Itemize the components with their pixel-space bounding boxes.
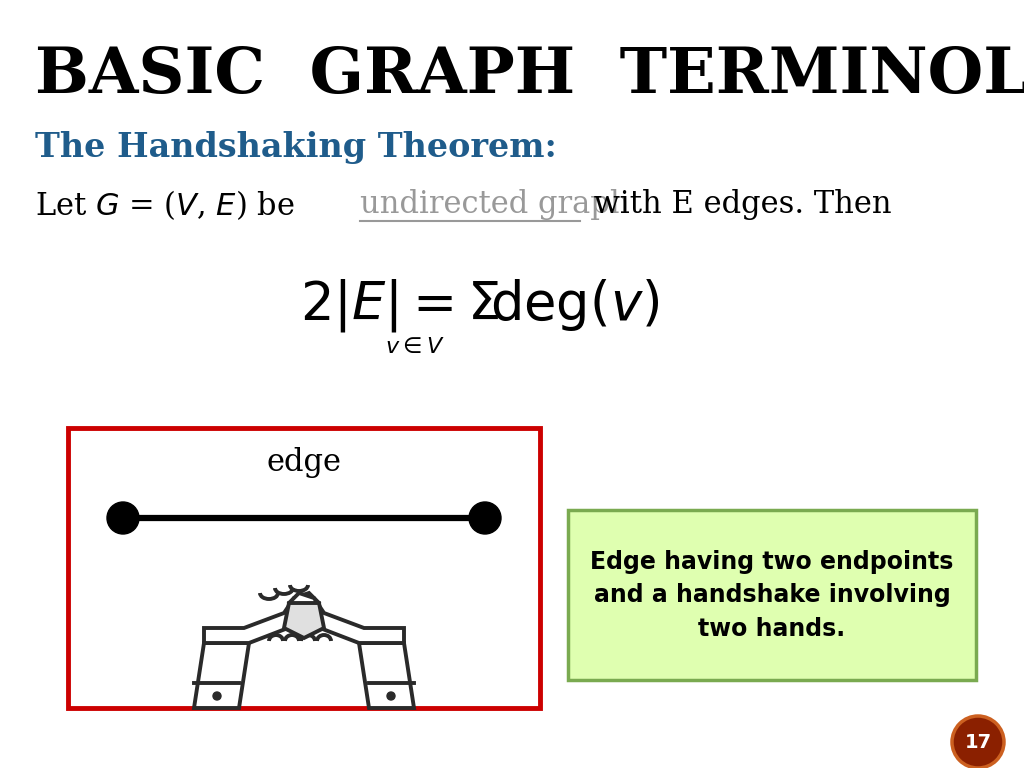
Text: BASIC  GRAPH  TERMINOLOGY: BASIC GRAPH TERMINOLOGY: [35, 45, 1024, 105]
FancyBboxPatch shape: [568, 510, 976, 680]
Circle shape: [952, 716, 1004, 768]
Text: 17: 17: [965, 733, 991, 752]
Text: Let $\mathit{G}$ = ($\mathit{V}$, $\mathit{E}$) be: Let $\mathit{G}$ = ($\mathit{V}$, $\math…: [35, 188, 296, 222]
Polygon shape: [284, 603, 324, 638]
Polygon shape: [204, 593, 319, 643]
Text: undirected graph: undirected graph: [360, 190, 630, 220]
Text: $v{\in}V$: $v{\in}V$: [385, 336, 444, 358]
Circle shape: [469, 502, 501, 534]
Text: Edge having two endpoints
and a handshake involving
two hands.: Edge having two endpoints and a handshak…: [590, 549, 953, 641]
Polygon shape: [289, 593, 404, 643]
Text: $2|E| = \Sigma$: $2|E| = \Sigma$: [300, 276, 499, 333]
Circle shape: [213, 692, 221, 700]
Circle shape: [106, 502, 139, 534]
Circle shape: [387, 692, 395, 700]
Text: The Handshaking Theorem:: The Handshaking Theorem:: [35, 131, 557, 164]
FancyBboxPatch shape: [68, 428, 540, 708]
Text: with E edges. Then: with E edges. Then: [584, 190, 892, 220]
Polygon shape: [359, 643, 414, 708]
Polygon shape: [194, 643, 249, 708]
Text: edge: edge: [266, 448, 341, 478]
Text: $\mathrm{deg}(\mathit{v})$: $\mathrm{deg}(\mathit{v})$: [490, 277, 659, 333]
